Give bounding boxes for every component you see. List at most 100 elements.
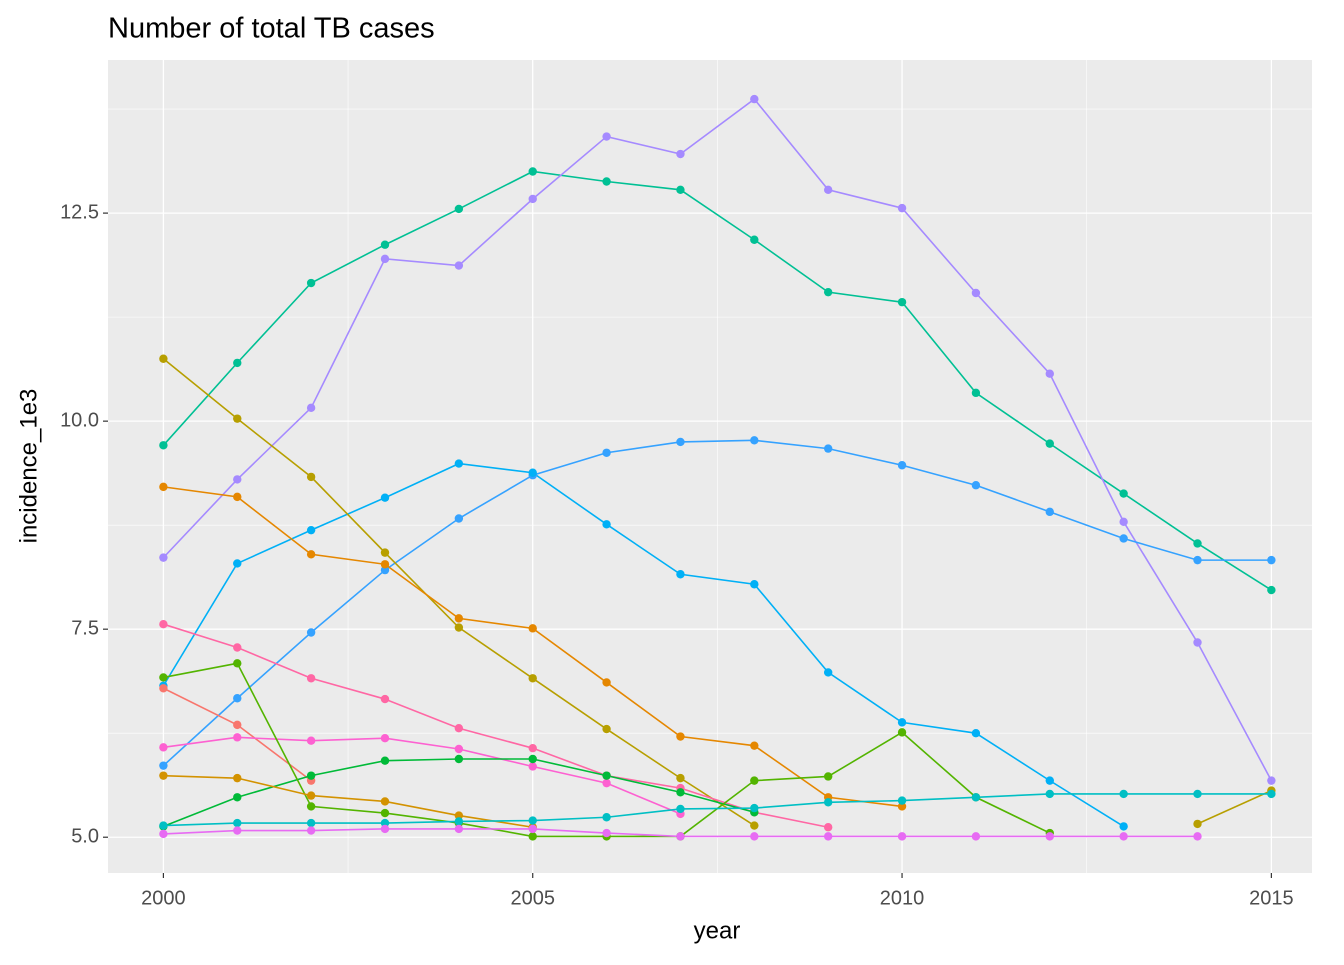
data-point bbox=[233, 694, 242, 703]
data-point bbox=[602, 813, 611, 822]
data-point bbox=[233, 826, 242, 835]
data-point bbox=[454, 817, 464, 826]
data-point bbox=[676, 185, 685, 195]
data-point bbox=[1119, 534, 1128, 543]
data-point bbox=[528, 824, 537, 834]
data-point bbox=[306, 550, 316, 559]
data-point bbox=[1045, 439, 1054, 448]
data-point bbox=[823, 668, 833, 677]
data-point bbox=[897, 718, 907, 727]
data-point bbox=[306, 802, 316, 811]
data-point bbox=[602, 520, 611, 529]
data-point bbox=[528, 194, 537, 204]
series-line bbox=[162, 439, 1272, 767]
data-point bbox=[897, 203, 907, 213]
data-point bbox=[233, 414, 242, 423]
data-point bbox=[380, 565, 390, 575]
data-point bbox=[528, 762, 537, 771]
data-point bbox=[380, 493, 390, 502]
series-line bbox=[163, 793, 1272, 827]
data-point bbox=[454, 614, 464, 623]
series-line bbox=[162, 170, 1272, 591]
y-tick-label: 7.5 bbox=[71, 617, 99, 639]
data-point bbox=[306, 525, 316, 535]
series-line bbox=[163, 736, 681, 815]
data-point bbox=[750, 776, 759, 785]
data-point bbox=[1193, 832, 1202, 841]
data-point bbox=[233, 358, 242, 368]
data-point bbox=[897, 461, 907, 470]
data-point bbox=[1119, 489, 1128, 498]
data-point bbox=[159, 821, 168, 830]
data-point bbox=[750, 235, 759, 244]
data-point bbox=[676, 788, 685, 797]
data-point bbox=[897, 832, 907, 841]
plot-panel bbox=[108, 60, 1312, 873]
data-point bbox=[233, 492, 242, 502]
data-point bbox=[380, 808, 390, 818]
data-point bbox=[971, 388, 981, 398]
data-point bbox=[971, 481, 981, 490]
data-point bbox=[676, 804, 685, 814]
data-point bbox=[306, 628, 316, 637]
data-point bbox=[306, 403, 316, 413]
y-tick-label: 5.0 bbox=[71, 825, 99, 847]
data-point bbox=[823, 287, 833, 297]
data-point bbox=[971, 288, 981, 298]
data-point bbox=[602, 778, 611, 788]
data-point bbox=[971, 793, 981, 802]
data-point bbox=[306, 472, 316, 482]
data-point bbox=[454, 824, 464, 834]
data-point bbox=[454, 204, 464, 214]
data-point bbox=[306, 791, 316, 800]
series-line bbox=[163, 623, 829, 829]
data-point bbox=[380, 824, 390, 834]
data-point bbox=[380, 240, 390, 249]
data-point bbox=[1193, 638, 1202, 647]
data-point bbox=[380, 254, 390, 264]
data-point bbox=[1119, 517, 1128, 527]
data-point bbox=[159, 829, 168, 839]
data-point bbox=[159, 482, 168, 492]
data-point bbox=[750, 741, 759, 750]
data-point bbox=[897, 297, 907, 307]
data-point bbox=[233, 475, 242, 484]
data-point bbox=[823, 798, 833, 807]
data-point bbox=[750, 436, 759, 445]
series-line bbox=[163, 774, 533, 829]
data-point bbox=[528, 816, 537, 825]
data-point bbox=[159, 354, 168, 363]
data-point bbox=[1119, 789, 1128, 799]
data-point bbox=[528, 624, 537, 633]
data-point bbox=[454, 724, 464, 733]
data-point bbox=[750, 821, 759, 830]
series-line bbox=[162, 98, 1273, 782]
data-point bbox=[528, 167, 537, 176]
data-point bbox=[823, 772, 833, 781]
data-point bbox=[159, 761, 168, 770]
data-point bbox=[602, 177, 611, 186]
data-point bbox=[1045, 507, 1054, 517]
data-point bbox=[233, 559, 242, 568]
data-point bbox=[528, 832, 537, 841]
data-point bbox=[454, 623, 464, 632]
data-point bbox=[676, 832, 685, 841]
data-point bbox=[971, 832, 981, 841]
chart-title: Number of total TB cases bbox=[108, 13, 435, 45]
data-point bbox=[454, 754, 464, 764]
data-point bbox=[159, 684, 168, 693]
x-tick-label: 2000 bbox=[141, 887, 186, 909]
data-point bbox=[233, 720, 242, 730]
data-point bbox=[1119, 832, 1128, 841]
data-point bbox=[602, 771, 611, 780]
data-point bbox=[897, 796, 907, 805]
data-point bbox=[380, 694, 390, 704]
data-point bbox=[380, 560, 390, 569]
data-point bbox=[676, 149, 685, 159]
data-point bbox=[1267, 776, 1276, 785]
series-line bbox=[162, 462, 1125, 828]
data-point bbox=[233, 773, 242, 783]
data-point bbox=[602, 132, 611, 141]
data-point bbox=[823, 823, 833, 832]
